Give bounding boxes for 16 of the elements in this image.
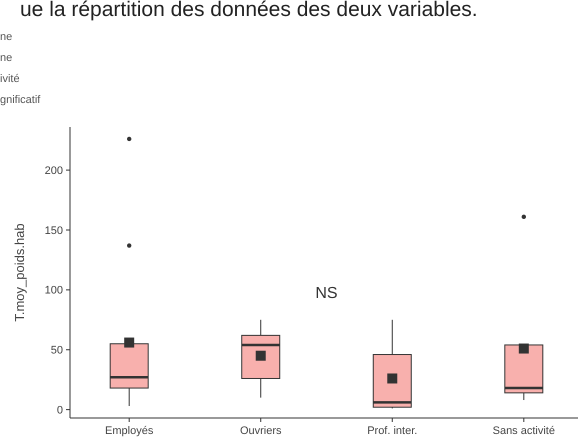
text: ne xyxy=(0,52,12,64)
text: ivité xyxy=(0,73,20,85)
text: ne xyxy=(0,31,12,43)
y-tick-label: 150 xyxy=(44,224,63,237)
y-tick-label: 0 xyxy=(56,404,63,416)
x-tick-label: Ouvriers xyxy=(240,425,282,437)
y-tick-label: 50 xyxy=(50,344,63,357)
x-tick-label: Employés xyxy=(105,425,154,437)
y-tick-label: 100 xyxy=(44,284,63,297)
chart-title: ue la répartition des données des deux variables. xyxy=(20,0,478,21)
y-tick-label: 200 xyxy=(44,164,63,177)
annotation: NS xyxy=(315,284,338,302)
x-tick-label: Sans activité xyxy=(492,425,555,437)
text: gnificatif xyxy=(0,94,42,106)
x-tick-label: Prof. inter. xyxy=(367,425,418,437)
y-axis-title: T.moy_poids.hab xyxy=(12,223,27,322)
